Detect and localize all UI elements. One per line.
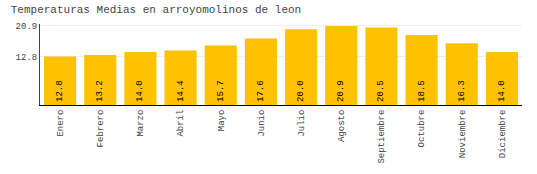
svg-text:Diciembre: Diciembre <box>498 110 508 159</box>
svg-text:12.8: 12.8 <box>16 53 38 63</box>
svg-text:15.7: 15.7 <box>216 80 226 102</box>
svg-text:20.9: 20.9 <box>336 80 346 102</box>
svg-text:20.5: 20.5 <box>376 80 386 102</box>
svg-text:Marzo: Marzo <box>136 110 146 137</box>
svg-text:Abril: Abril <box>177 110 187 137</box>
svg-text:14.0: 14.0 <box>135 80 145 102</box>
svg-text:Mayo: Mayo <box>217 110 227 132</box>
svg-text:14.4: 14.4 <box>176 80 186 102</box>
svg-text:20.0: 20.0 <box>296 80 306 102</box>
svg-text:Junio: Junio <box>257 110 267 137</box>
svg-text:Julio: Julio <box>297 110 307 137</box>
svg-text:Temperaturas Medias en arroyom: Temperaturas Medias en arroyomolinos de … <box>11 4 301 16</box>
svg-text:Octubre: Octubre <box>418 110 428 148</box>
svg-text:16.3: 16.3 <box>457 80 467 102</box>
svg-text:13.2: 13.2 <box>95 80 105 102</box>
svg-text:Agosto: Agosto <box>337 110 347 142</box>
svg-text:17.6: 17.6 <box>256 80 266 102</box>
svg-text:Enero: Enero <box>56 110 66 137</box>
svg-text:Febrero: Febrero <box>96 110 106 148</box>
svg-text:14.0: 14.0 <box>497 80 507 102</box>
svg-text:12.8: 12.8 <box>55 80 65 102</box>
svg-text:18.5: 18.5 <box>417 80 427 102</box>
svg-text:20.9: 20.9 <box>16 22 38 32</box>
svg-text:Noviembre: Noviembre <box>458 110 468 159</box>
svg-text:Septiembre: Septiembre <box>377 110 387 164</box>
